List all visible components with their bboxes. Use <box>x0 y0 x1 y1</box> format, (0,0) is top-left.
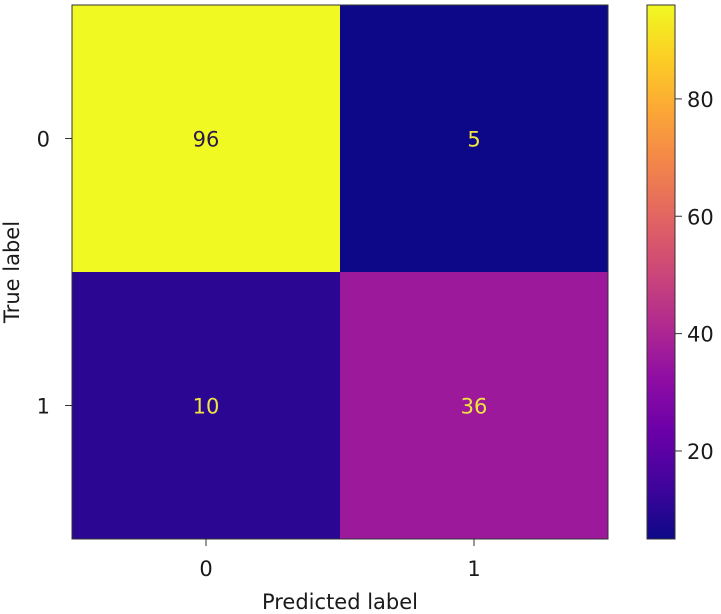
heatmap-value-labels: 96 5 10 36 <box>193 128 488 419</box>
plot-frame <box>71 4 609 540</box>
heatmap-cells <box>72 5 608 539</box>
x-tick-label: 1 <box>467 557 480 581</box>
colorbar-tick-label: 20 <box>687 440 714 464</box>
cell-value-1-1: 36 <box>461 395 488 419</box>
colorbar-tick-label: 80 <box>687 88 714 112</box>
cell-value-0-0: 96 <box>193 128 220 152</box>
x-tick-label: 0 <box>199 557 212 581</box>
heatmap-cell-0-1 <box>340 5 608 272</box>
y-axis-label: True label <box>0 221 24 324</box>
y-axis-ticks: 01 <box>37 128 72 419</box>
colorbar <box>646 4 676 540</box>
heatmap-cell-0-0 <box>72 5 340 272</box>
x-axis-label: Predicted label <box>262 590 418 614</box>
colorbar-tick-label: 40 <box>687 323 714 347</box>
cell-value-0-1: 5 <box>467 128 480 152</box>
y-tick-label: 0 <box>37 128 50 152</box>
colorbar-ticks: 20 40 60 80 <box>675 88 714 464</box>
heatmap-cell-1-0 <box>72 272 340 539</box>
heatmap-cell-1-1 <box>340 272 608 539</box>
cell-value-1-0: 10 <box>193 395 220 419</box>
colorbar-tick-label: 60 <box>687 205 714 229</box>
y-tick-label: 1 <box>37 395 50 419</box>
